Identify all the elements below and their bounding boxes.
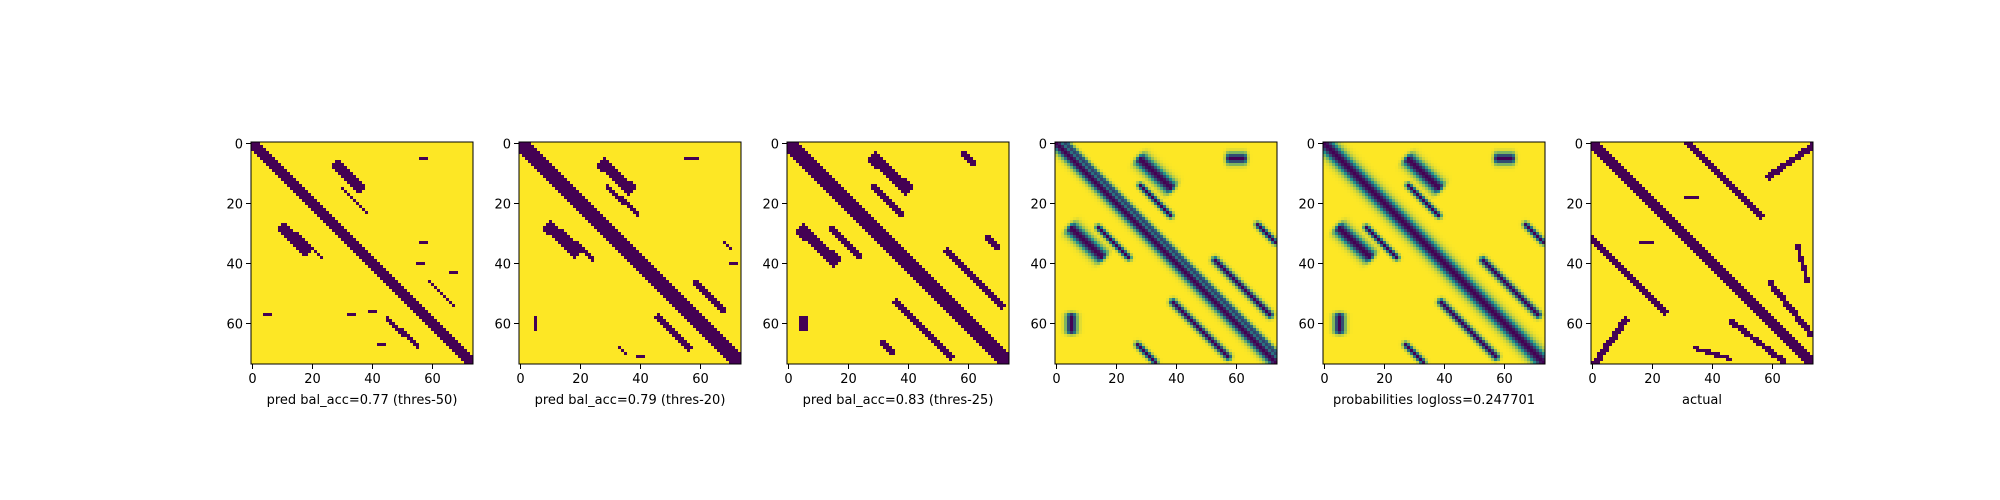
heatmap-cells — [1323, 142, 1545, 364]
heatmap-cells — [787, 142, 1009, 364]
heatmap-cells — [251, 142, 473, 364]
x-axis-label: pred bal_acc=0.77 (thres-50) — [267, 393, 458, 408]
x-tick-label: 60 — [692, 372, 709, 387]
y-tick-label: 20 — [494, 198, 511, 213]
y-tick-label: 20 — [1298, 198, 1315, 213]
y-tick-label: 40 — [1030, 258, 1047, 273]
heatmap-cells — [519, 142, 741, 364]
x-tick-label: 40 — [1168, 372, 1185, 387]
axes-frame — [1590, 141, 1814, 365]
x-tick-label: 40 — [900, 372, 917, 387]
x-tick-label: 20 — [1376, 372, 1393, 387]
heatmap-panel: 0 20 40 60 0 20 40 60 actual — [1566, 138, 1814, 408]
x-axis-label: actual — [1682, 393, 1722, 408]
y-tick-label: 60 — [1298, 318, 1315, 333]
y-tick-label: 0 — [235, 138, 243, 153]
x-tick-label: 0 — [248, 372, 256, 387]
x-tick-label: 60 — [1764, 372, 1781, 387]
y-tick-label: 0 — [1307, 138, 1315, 153]
y-tick-label: 40 — [226, 258, 243, 273]
x-axis-label: pred bal_acc=0.79 (thres-20) — [535, 393, 726, 408]
y-tick-label: 60 — [1566, 318, 1583, 333]
x-tick-label: 0 — [516, 372, 524, 387]
x-tick-label: 60 — [960, 372, 977, 387]
x-tick-label: 40 — [364, 372, 381, 387]
x-tick-label: 60 — [424, 372, 441, 387]
x-tick-label: 20 — [1108, 372, 1125, 387]
y-tick-label: 40 — [762, 258, 779, 273]
y-tick-label: 20 — [1566, 198, 1583, 213]
heatmap-cells — [1591, 142, 1813, 364]
axes-frame — [250, 141, 474, 365]
x-tick-label: 0 — [1052, 372, 1060, 387]
x-tick-label: 20 — [304, 372, 321, 387]
x-tick-label: 40 — [1436, 372, 1453, 387]
axes-frame — [1322, 141, 1546, 365]
x-tick-label: 0 — [1320, 372, 1328, 387]
y-tick-label: 0 — [1575, 138, 1583, 153]
heatmap-panel: 0 20 40 60 0 20 40 60 — [1030, 138, 1278, 387]
x-tick-label: 60 — [1496, 372, 1513, 387]
y-tick-label: 0 — [503, 138, 511, 153]
y-tick-label: 40 — [1298, 258, 1315, 273]
x-tick-label: 60 — [1228, 372, 1245, 387]
axes-frame — [786, 141, 1010, 365]
heatmap-panel: 0 20 40 60 0 20 40 60 probabilities logloss=0.24… — [1298, 138, 1546, 408]
x-tick-label: 40 — [632, 372, 649, 387]
y-tick-label: 60 — [1030, 318, 1047, 333]
axes-frame — [1054, 141, 1278, 365]
x-axis-label: probabilities logloss=0.247701 — [1333, 393, 1535, 408]
y-tick-label: 20 — [762, 198, 779, 213]
y-tick-label: 60 — [226, 318, 243, 333]
heatmap-panel: 0 20 40 60 0 20 40 60 pred bal_acc=0.77 (thres-5… — [226, 138, 474, 408]
x-tick-label: 20 — [840, 372, 857, 387]
y-tick-label: 0 — [771, 138, 779, 153]
heatmap-panel: 0 20 40 60 0 20 40 60 pred bal_acc=0.83 (thres-2… — [762, 138, 1010, 408]
y-tick-label: 20 — [226, 198, 243, 213]
x-tick-label: 20 — [572, 372, 589, 387]
y-tick-label: 40 — [1566, 258, 1583, 273]
heatmap-panels: 0 20 40 60 0 20 40 60 pred bal_acc=0.77 (thres-5… — [226, 138, 1814, 408]
x-tick-label: 0 — [1588, 372, 1596, 387]
x-tick-label: 20 — [1644, 372, 1661, 387]
heatmap-cells — [1055, 142, 1277, 364]
y-tick-label: 0 — [1039, 138, 1047, 153]
y-tick-label: 60 — [494, 318, 511, 333]
y-tick-label: 20 — [1030, 198, 1047, 213]
x-axis-label: pred bal_acc=0.83 (thres-25) — [803, 393, 994, 408]
heatmap-panel: 0 20 40 60 0 20 40 60 pred bal_acc=0.79 (thres-2… — [494, 138, 742, 408]
x-tick-label: 0 — [784, 372, 792, 387]
x-tick-label: 40 — [1704, 372, 1721, 387]
y-tick-label: 40 — [494, 258, 511, 273]
y-tick-label: 60 — [762, 318, 779, 333]
axes-frame — [518, 141, 742, 365]
